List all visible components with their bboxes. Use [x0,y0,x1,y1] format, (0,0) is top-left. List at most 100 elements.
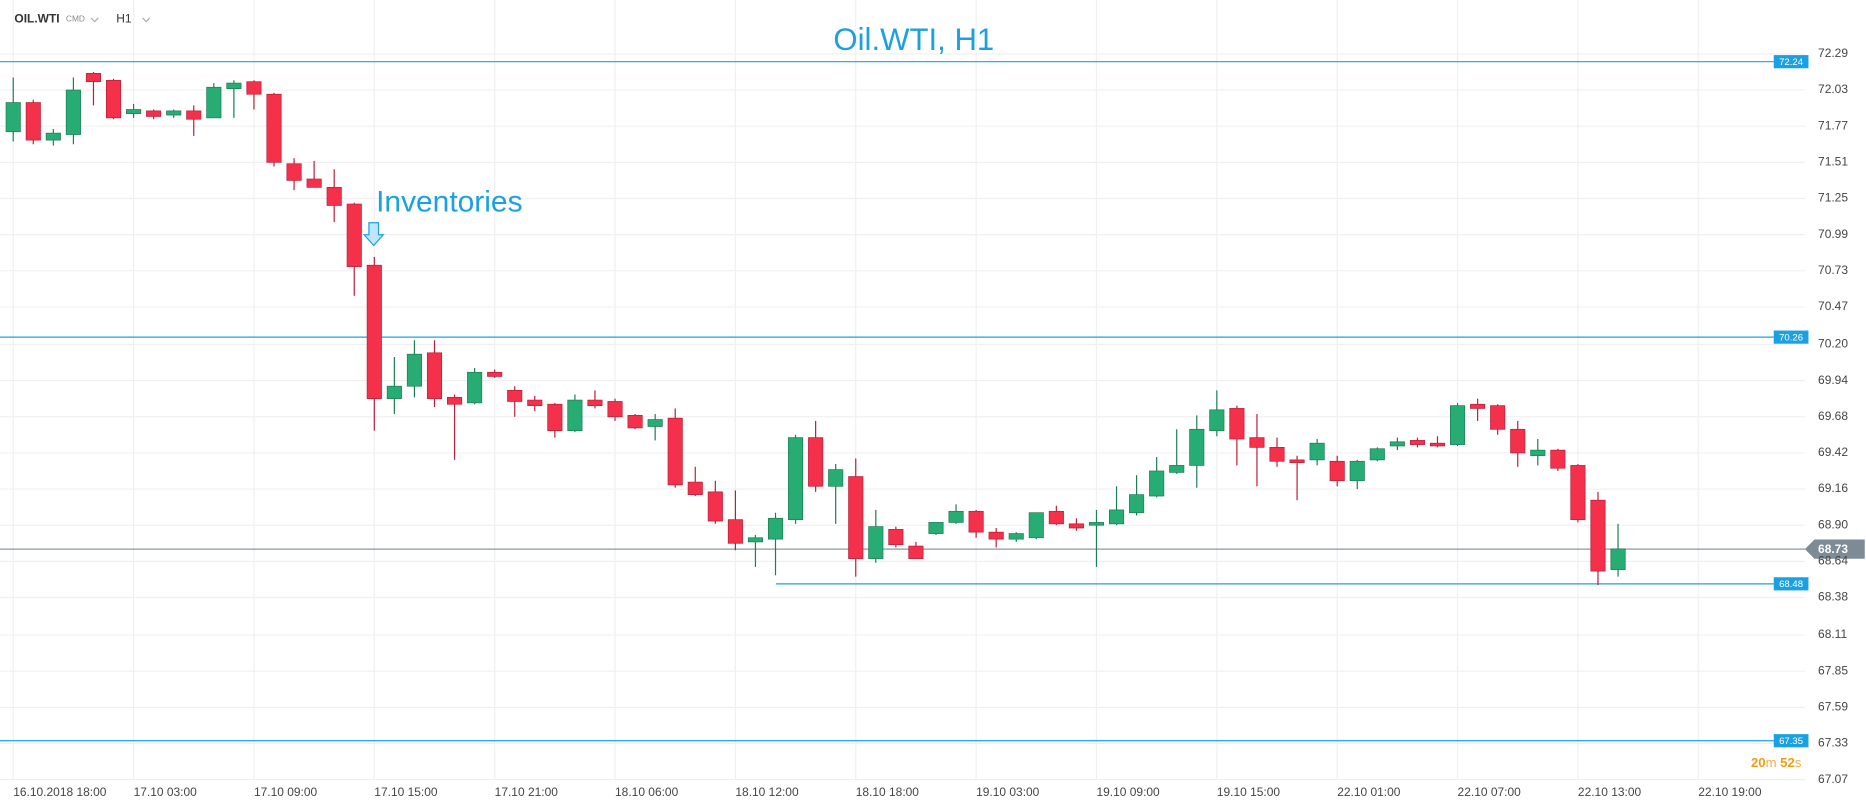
candle-body-down [587,399,603,407]
candle-body-down [1249,437,1265,448]
candle-body-up [467,371,483,404]
y-tick-label: 68.38 [1818,590,1848,604]
candle-body-down [306,178,322,188]
candle-body-up [1450,405,1466,445]
candle-body-down [527,399,543,407]
candle-body-down [1068,523,1084,529]
candle-body-down [988,531,1004,540]
current-price-label: 68.73 [1818,542,1848,556]
candle-body-down [447,396,463,405]
x-tick-label: 19.10 15:00 [1217,785,1281,799]
candle-body-up [767,517,784,540]
candle-body-up [1189,428,1205,466]
candle-body-up [1610,548,1626,571]
x-tick-label: 22.10 07:00 [1458,785,1522,799]
countdown-seconds: 52 [1780,756,1795,771]
y-tick-label: 72.29 [1818,46,1848,60]
candle-body-down [507,389,523,402]
candle-body-down [286,163,302,181]
dropdown-caret[interactable] [90,17,99,23]
candle-body-up [65,89,81,135]
candle-body-down [366,264,382,400]
y-tick-label: 69.16 [1818,481,1848,495]
annotation-arrow [362,222,385,247]
candle-body-up [647,419,663,427]
level-label-box [1773,55,1809,69]
candle-body-down [1590,499,1606,572]
candle-body-down [1470,403,1486,409]
candle-body-down [908,545,924,559]
axes: 72.29 72.03 71.77 71.51 71.25 70.99 70.73 70.47… [13,46,1848,799]
annotation: Inventories [376,186,522,219]
candle-body-up [166,110,182,116]
candle-body-up [928,522,944,534]
countdown: 20m 52s [1751,756,1802,771]
chart-title: Oil.WTI, H1 [833,22,994,57]
x-tick-label: 18.10 12:00 [735,785,799,799]
levels: 72.24 70.26 68.48 67.35 68.73 [0,55,1865,748]
y-tick-label: 70.73 [1818,263,1848,277]
countdown-unit: m [1766,756,1777,771]
candle-body-down [707,491,723,522]
candle-body-up [747,537,763,543]
timeframe[interactable]: H1 [116,11,132,25]
y-tick-label: 67.33 [1818,736,1848,750]
candle-body-up [948,510,964,523]
y-tick-label: 71.77 [1818,118,1848,132]
candle-body-down [1570,465,1586,521]
candle-body-down [808,437,824,487]
candle-body-down [426,352,443,400]
candle-body-down [105,79,122,119]
level-label: 72.24 [1779,57,1804,68]
candle-body-down [1550,449,1566,469]
candle-body-down [25,102,41,141]
y-tick-label: 67.85 [1818,663,1848,677]
y-tick-label: 68.64 [1818,554,1848,568]
x-tick-label: 19.10 03:00 [976,785,1040,799]
x-tick-label: 17.10 03:00 [134,785,198,799]
candle-body-up [386,385,402,400]
level-label: 70.26 [1779,332,1803,343]
dropdown-caret[interactable] [142,17,151,23]
y-tick-label: 70.99 [1818,227,1848,241]
candle-body-up [126,109,142,115]
y-tick-label: 67.59 [1818,700,1848,714]
candle-body-down [326,187,342,206]
y-tick-label: 69.42 [1818,445,1848,459]
level-label: 68.48 [1779,579,1803,590]
candle-body-up [1149,470,1165,497]
candle-body-down [627,415,643,429]
level-label-box [1773,734,1809,748]
x-tick-label: 17.10 15:00 [374,785,438,799]
candle-body-down [687,481,703,495]
candle-body-down [667,417,683,486]
candle-body-up [1028,512,1044,539]
candle-body-up [45,132,61,141]
candle-body-up [226,82,242,90]
countdown-minutes: 20 [1751,756,1766,771]
candle-body-up [1530,449,1546,457]
candle-body-up [5,102,21,133]
candle-body-up [206,86,222,119]
candle-body-up [567,399,583,432]
candle-body-up [1169,465,1185,473]
candle-body-down [1510,428,1526,454]
candle-body-up [1008,533,1024,540]
y-tick-label: 67.07 [1818,772,1848,786]
level-label-box [1773,577,1809,591]
candle-body-down [346,203,362,267]
countdown-unit: s [1795,756,1802,771]
candle-body-down [1409,440,1425,445]
symbol: OIL.WTI [14,11,59,25]
level-label: 67.35 [1779,736,1803,747]
y-tick-label: 69.68 [1818,409,1848,423]
market: CMD [66,13,85,23]
y-tick-label: 68.11 [1818,627,1847,641]
candle-body-down [146,110,162,117]
y-tick-label: 71.25 [1818,191,1848,205]
candle-body-up [868,526,884,559]
candle-body-down [186,110,202,120]
